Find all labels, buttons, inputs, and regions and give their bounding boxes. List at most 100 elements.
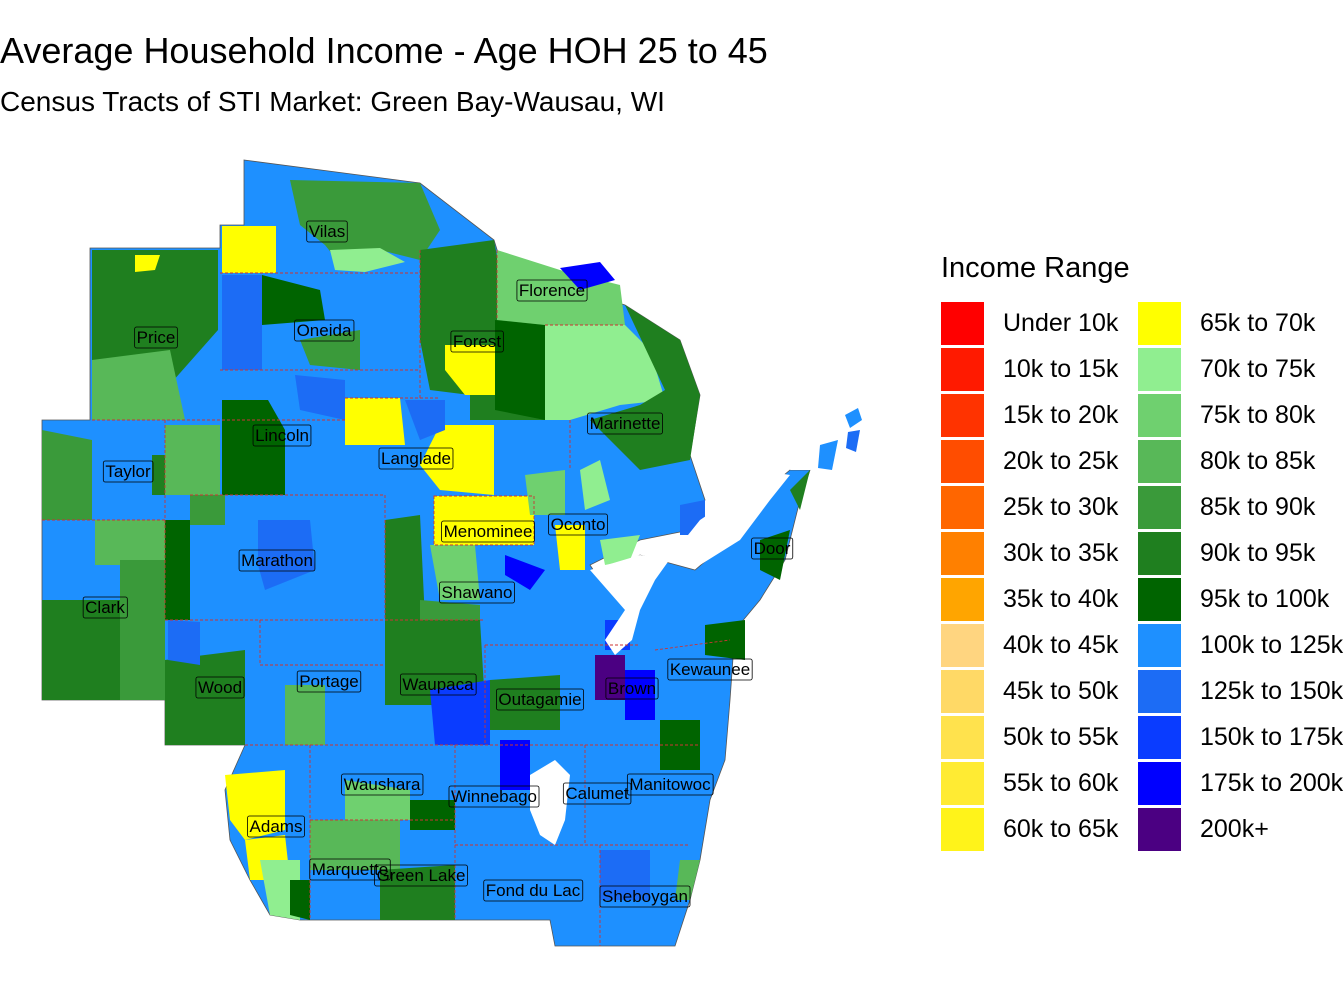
legend-swatch (941, 394, 984, 437)
county-label-text: Oneida (297, 321, 352, 340)
tract (345, 780, 410, 820)
county-label: Sheboygan (599, 885, 691, 908)
county-label-text: Outagamie (498, 690, 581, 709)
boundary (433, 495, 535, 546)
tract (120, 560, 165, 700)
county-label: Manitowoc (626, 773, 714, 796)
tract (165, 650, 245, 745)
county-label: Portage (296, 670, 362, 693)
island (845, 408, 862, 428)
legend-title: Income Range (941, 252, 1130, 284)
tract (705, 620, 745, 660)
legend-label: 50k to 55k (1003, 723, 1119, 751)
map-subtitle: Census Tracts of STI Market: Green Bay-W… (0, 86, 665, 117)
tract (555, 525, 585, 570)
tract (580, 460, 610, 510)
legend-swatch (1138, 302, 1181, 345)
county-label-box (134, 326, 178, 349)
tract (262, 275, 325, 325)
legend-label: 55k to 60k (1003, 769, 1119, 797)
legend-label: 40k to 45k (1003, 631, 1119, 659)
county-label-text: Langlade (381, 449, 451, 468)
tract (345, 398, 405, 445)
county-label-text: Marinette (590, 414, 661, 433)
tract (258, 520, 315, 590)
county-label: Lincoln (252, 424, 312, 447)
tract (560, 262, 615, 290)
county-label: Waupaca (400, 673, 477, 696)
green-bay-water (590, 470, 790, 655)
legend-label: 60k to 65k (1003, 815, 1119, 843)
county-label: Brown (605, 677, 659, 700)
tract (500, 740, 530, 790)
county-label-text: Manitowoc (629, 775, 711, 794)
tract-patches (42, 180, 810, 920)
legend-swatch (1138, 348, 1181, 391)
county-label-text: Shawano (442, 583, 513, 602)
county-label-box (252, 424, 312, 447)
county-label-text: Lincoln (255, 426, 309, 445)
legend-label: 20k to 25k (1003, 447, 1119, 475)
county-label-text: Door (754, 539, 791, 558)
legend-label: 65k to 70k (1200, 309, 1316, 337)
tract (675, 860, 700, 900)
legend-label: 70k to 75k (1200, 355, 1316, 383)
island (846, 430, 860, 452)
tract (225, 770, 285, 840)
county-label-text: Fond du Lac (486, 881, 581, 900)
county-label: Forest (450, 330, 504, 353)
boundary (654, 639, 731, 651)
island (818, 440, 838, 470)
legend-swatch (1138, 440, 1181, 483)
tract (420, 600, 480, 625)
county-label-text: Forest (453, 332, 501, 351)
county-label-box (626, 773, 714, 796)
county-label: Marinette (587, 412, 663, 435)
county-label-box (309, 858, 391, 881)
county-label-box (400, 673, 477, 696)
tract (545, 325, 665, 420)
county-label-box (587, 412, 663, 435)
tract (152, 455, 165, 495)
tract (380, 865, 455, 920)
county-label: Marquette (309, 858, 391, 881)
legend-swatch (1138, 532, 1181, 575)
tract (600, 850, 650, 900)
county-label: Menominee (441, 520, 535, 543)
legend-swatch (941, 716, 984, 759)
county-label-box (341, 773, 424, 796)
tract (42, 430, 92, 520)
tract (420, 425, 494, 495)
county-label-box (294, 319, 355, 342)
legend-label: 85k to 90k (1200, 493, 1316, 521)
county-label-text: Clark (85, 598, 125, 617)
county-label-box (439, 581, 515, 604)
tract (290, 180, 440, 270)
county-label-text: Waushara (344, 775, 421, 794)
tract (285, 685, 325, 745)
county-label-text: Portage (299, 672, 359, 691)
tract (525, 470, 565, 515)
tract (590, 305, 700, 470)
legend-label: 45k to 50k (1003, 677, 1119, 705)
legend-swatch (1138, 762, 1181, 805)
county-label: Oneida (294, 319, 355, 342)
county-label-box (238, 549, 316, 572)
tract (495, 320, 545, 420)
county-label-box (306, 220, 348, 243)
county-label-text: Brown (608, 679, 656, 698)
lake-winnebago (530, 760, 570, 845)
tract (600, 535, 640, 565)
tract (190, 495, 225, 525)
legend-label: 95k to 100k (1200, 585, 1330, 613)
county-label-text: Menominee (444, 522, 533, 541)
county-label-box (82, 596, 128, 619)
county-label-box (441, 520, 535, 543)
county-label-box (496, 688, 584, 711)
legend-label: 100k to 125k (1200, 631, 1344, 659)
tract (222, 400, 285, 495)
county-label-box (195, 676, 245, 699)
legend-label: 150k to 175k (1200, 723, 1344, 751)
county-label-box (378, 447, 454, 470)
